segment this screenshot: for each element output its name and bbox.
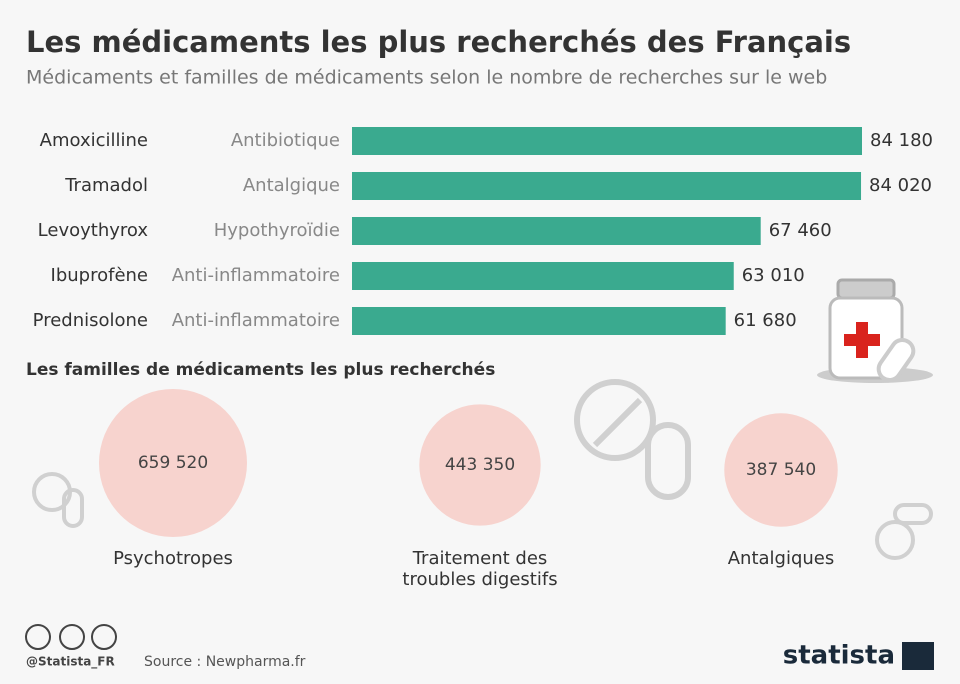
category-label: Tramadol	[64, 175, 148, 196]
group-label: Anti-inflammatoire	[172, 265, 340, 286]
group-label: Antibiotique	[231, 130, 340, 151]
value-label: 659 520	[138, 453, 208, 473]
value-label: 443 350	[445, 455, 515, 475]
group-label: Anti-inflammatoire	[172, 310, 340, 331]
bubble	[99, 389, 247, 537]
category-label: Prednisolone	[33, 310, 148, 331]
title: Les médicaments les plus recherchés des …	[26, 25, 851, 59]
pill-icons	[32, 379, 933, 560]
bar	[352, 217, 761, 245]
category-label: Traitement des troubles digestifs	[402, 548, 558, 590]
bar	[352, 262, 734, 290]
value-label: 67 460	[769, 220, 832, 241]
bubble	[419, 404, 541, 526]
category-label: Ibuprofène	[51, 265, 148, 286]
value-label: 84 180	[870, 130, 933, 151]
category-label: Psychotropes	[113, 548, 233, 569]
brand: statista	[783, 641, 895, 671]
subtitle: Médicaments et familles de médicaments s…	[26, 67, 827, 89]
handle: @Statista_FR	[26, 655, 115, 670]
value-label: 63 010	[742, 265, 805, 286]
group-label: Hypothyroïdie	[214, 220, 340, 241]
source: Source : Newpharma.fr	[144, 654, 306, 670]
group-label: Antalgique	[243, 175, 340, 196]
bar	[352, 307, 726, 335]
category-label: Amoxicilline	[40, 130, 148, 151]
bottle-icon	[817, 278, 933, 383]
brand-logo	[902, 642, 934, 670]
value-label: 84 020	[869, 175, 932, 196]
value-label: 61 680	[734, 310, 797, 331]
category-label: Levoythyrox	[38, 220, 149, 241]
section-title: Les familles de médicaments les plus rec…	[26, 360, 495, 380]
bubble	[724, 413, 838, 527]
value-label: 387 540	[746, 460, 816, 480]
category-label: Antalgiques	[727, 548, 835, 569]
bar	[352, 127, 862, 155]
bar	[352, 172, 862, 200]
footer-icons	[25, 624, 117, 650]
